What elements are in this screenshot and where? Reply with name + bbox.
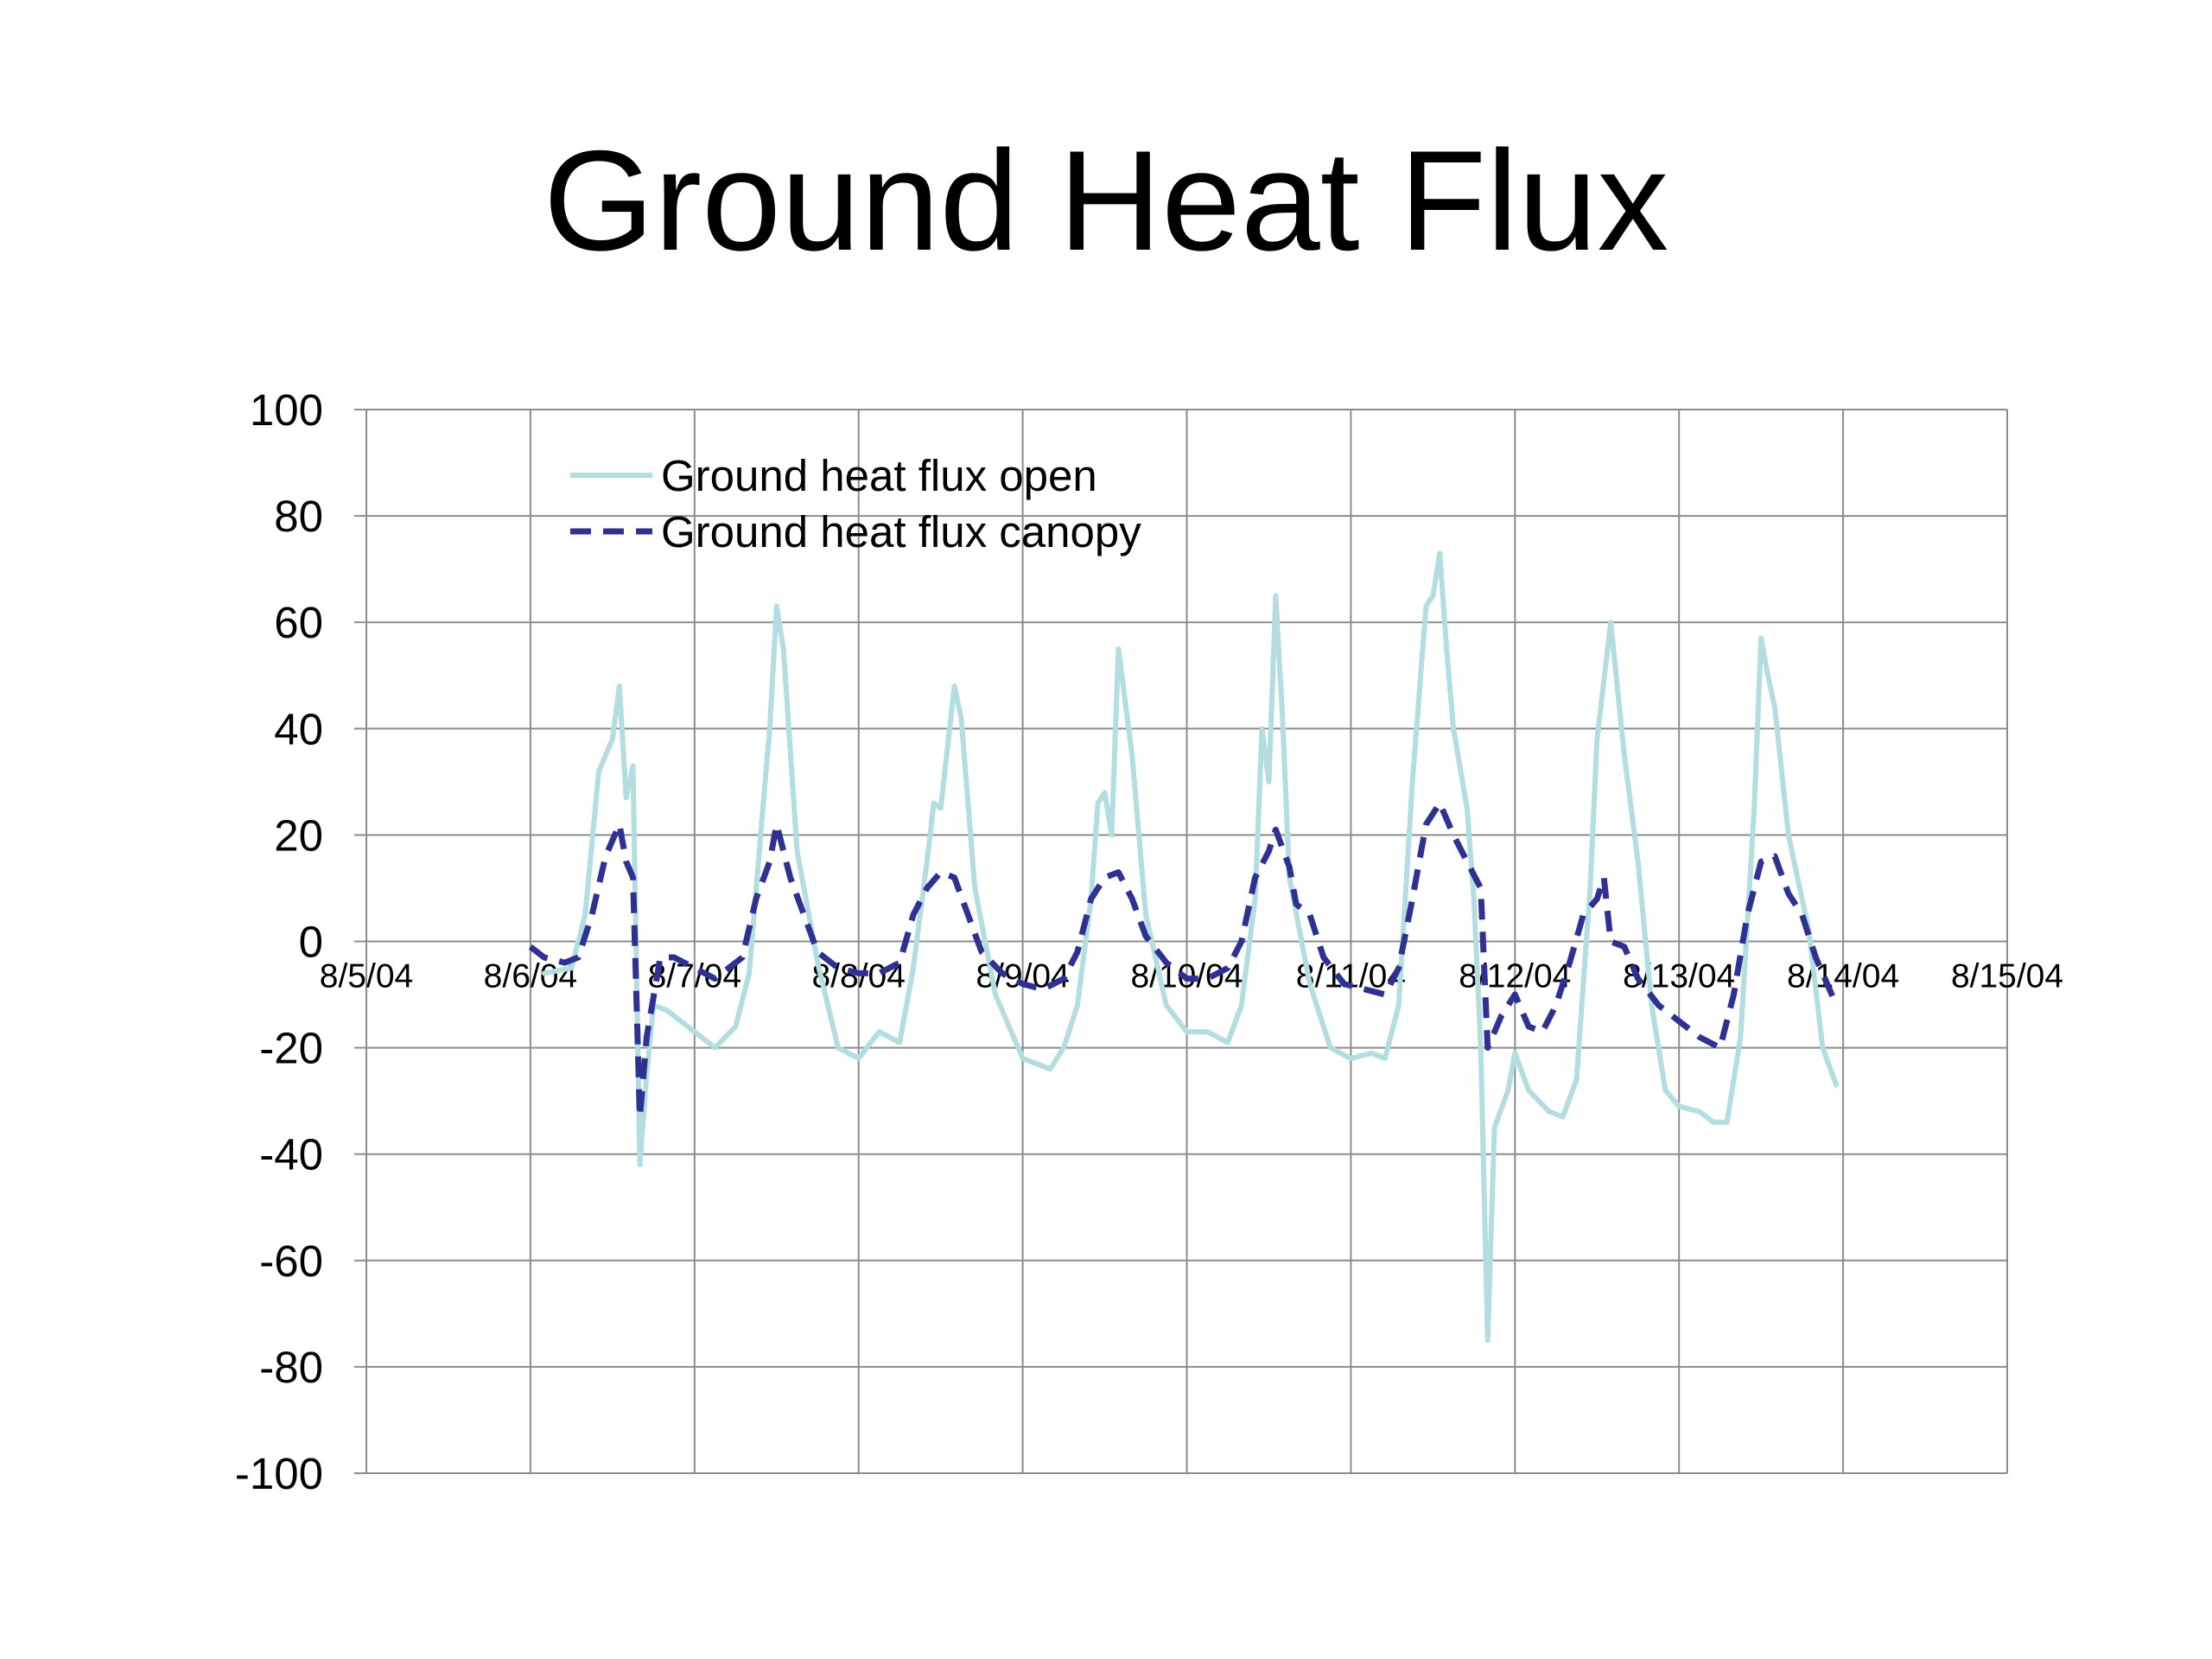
y-tick-label: -80 <box>259 1343 323 1392</box>
y-tick-label: -20 <box>259 1024 323 1073</box>
series-lines <box>528 550 1840 1344</box>
y-tick-label: 100 <box>250 385 323 435</box>
chart-title: Ground Heat Flux <box>543 121 1669 280</box>
x-tick-label: 8/5/04 <box>320 958 413 995</box>
series-line-canopy <box>528 800 1840 1121</box>
x-tick-label: 8/13/04 <box>1623 958 1735 995</box>
x-tick-label: 8/8/04 <box>811 958 905 995</box>
y-tick-label: 60 <box>274 598 323 647</box>
y-tick-label: -100 <box>235 1449 323 1498</box>
y-tick-label: 20 <box>274 810 323 860</box>
y-tick-label: 40 <box>274 704 323 753</box>
y-tick-label: 0 <box>299 918 323 967</box>
x-tick-label: 8/15/04 <box>1951 958 2063 995</box>
grid-lines <box>354 409 2008 1474</box>
x-tick-label: 8/7/04 <box>648 958 741 995</box>
y-axis-ticks: 100 80 60 40 20 0 -20 -40 -60 -80 -100 <box>235 385 323 1498</box>
y-tick-label: -40 <box>259 1130 323 1179</box>
legend-label-canopy: Ground heat flux canopy <box>661 507 1141 556</box>
y-tick-label: -60 <box>259 1236 323 1286</box>
legend: Ground heat flux open Ground heat flux ca… <box>570 451 1141 556</box>
x-tick-label: 8/14/04 <box>1787 958 1899 995</box>
y-tick-label: 80 <box>274 492 323 541</box>
legend-label-open: Ground heat flux open <box>661 451 1097 500</box>
series-line-open <box>541 550 1840 1344</box>
